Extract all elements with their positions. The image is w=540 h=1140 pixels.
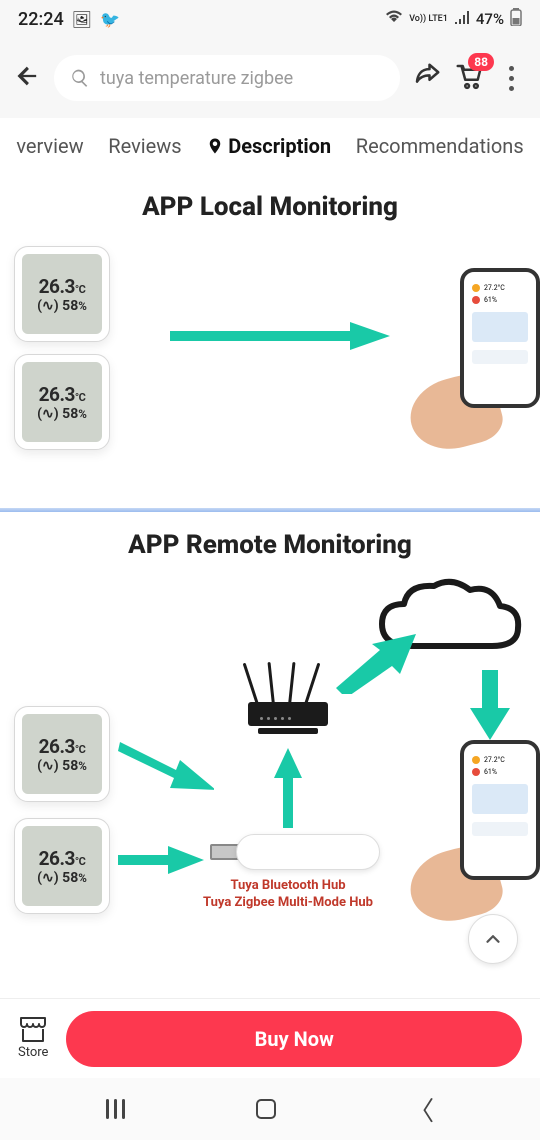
product-tabs: verview Reviews Description Recommendati…	[0, 118, 540, 174]
app-header: tuya temperature zigbee 88	[0, 38, 540, 118]
store-label: Store	[18, 1045, 48, 1060]
battery-icon	[510, 8, 522, 30]
phone-illustration: 27.2°C 61%	[430, 740, 540, 910]
nav-home-button[interactable]	[256, 1099, 276, 1119]
tab-description[interactable]: Description	[206, 134, 331, 158]
android-status-bar: 22:24 🖼 🐦 Vo)) LTE1 47%	[0, 0, 540, 38]
cart-button[interactable]: 88	[454, 61, 484, 95]
tab-reviews[interactable]: Reviews	[108, 134, 181, 158]
android-nav-bar: 〈	[0, 1078, 540, 1140]
volte-icon: Vo)) LTE1	[409, 15, 448, 24]
scroll-top-button[interactable]	[468, 914, 518, 964]
hub-label: Tuya Bluetooth Hub Tuya Zigbee Multi-Mod…	[168, 878, 408, 912]
nav-back-button[interactable]: 〈	[408, 1091, 434, 1128]
tab-overview[interactable]: verview	[16, 134, 83, 158]
battery-pct: 47%	[476, 10, 504, 28]
status-time: 22:24	[18, 9, 64, 30]
arrow-icon	[336, 634, 416, 694]
cart-badge: 88	[468, 53, 494, 71]
signal-icon	[454, 10, 470, 28]
location-icon	[206, 137, 224, 155]
router-illustration	[238, 664, 338, 734]
phone-illustration: 27.2°C 61%	[430, 268, 540, 438]
sensor-device: 26.3°C (∿) 58%	[14, 354, 110, 450]
search-icon	[70, 68, 90, 88]
hub-dongle	[210, 834, 380, 870]
arrow-icon	[470, 670, 510, 740]
wifi-icon	[385, 10, 403, 28]
sensor-device: 26.3°C (∿) 58%	[14, 246, 110, 342]
bottom-action-bar: Store Buy Now	[0, 998, 540, 1078]
sensor-device: 26.3°C (∿) 58%	[14, 706, 110, 802]
buy-now-button[interactable]: Buy Now	[66, 1011, 522, 1067]
arrow-icon	[118, 846, 204, 876]
search-placeholder: tuya temperature zigbee	[100, 68, 293, 89]
arrow-icon	[118, 734, 214, 794]
section-title: APP Local Monitoring	[0, 192, 540, 222]
tab-recommendations[interactable]: Recommendations	[356, 134, 524, 158]
store-button[interactable]: Store	[18, 1017, 48, 1060]
more-button[interactable]	[496, 66, 526, 91]
gallery-icon: 🖼	[72, 10, 92, 29]
section-remote-monitoring: APP Remote Monitoring 26.3°C (∿) 58%	[0, 512, 540, 934]
back-button[interactable]	[14, 62, 42, 94]
nav-recents-button[interactable]	[106, 1099, 125, 1119]
search-input[interactable]: tuya temperature zigbee	[54, 55, 400, 101]
sensor-device: 26.3°C (∿) 58%	[14, 818, 110, 914]
arrow-icon	[170, 322, 390, 352]
section-local-monitoring: APP Local Monitoring 26.3°C (∿) 58% 26.3…	[0, 174, 540, 508]
arrow-icon	[274, 748, 304, 828]
chevron-up-icon	[482, 928, 504, 950]
store-icon	[18, 1017, 48, 1043]
share-button[interactable]	[412, 61, 442, 95]
section-title: APP Remote Monitoring	[0, 530, 540, 560]
product-description-content[interactable]: APP Local Monitoring 26.3°C (∿) 58% 26.3…	[0, 174, 540, 934]
twitter-icon: 🐦	[100, 10, 120, 29]
